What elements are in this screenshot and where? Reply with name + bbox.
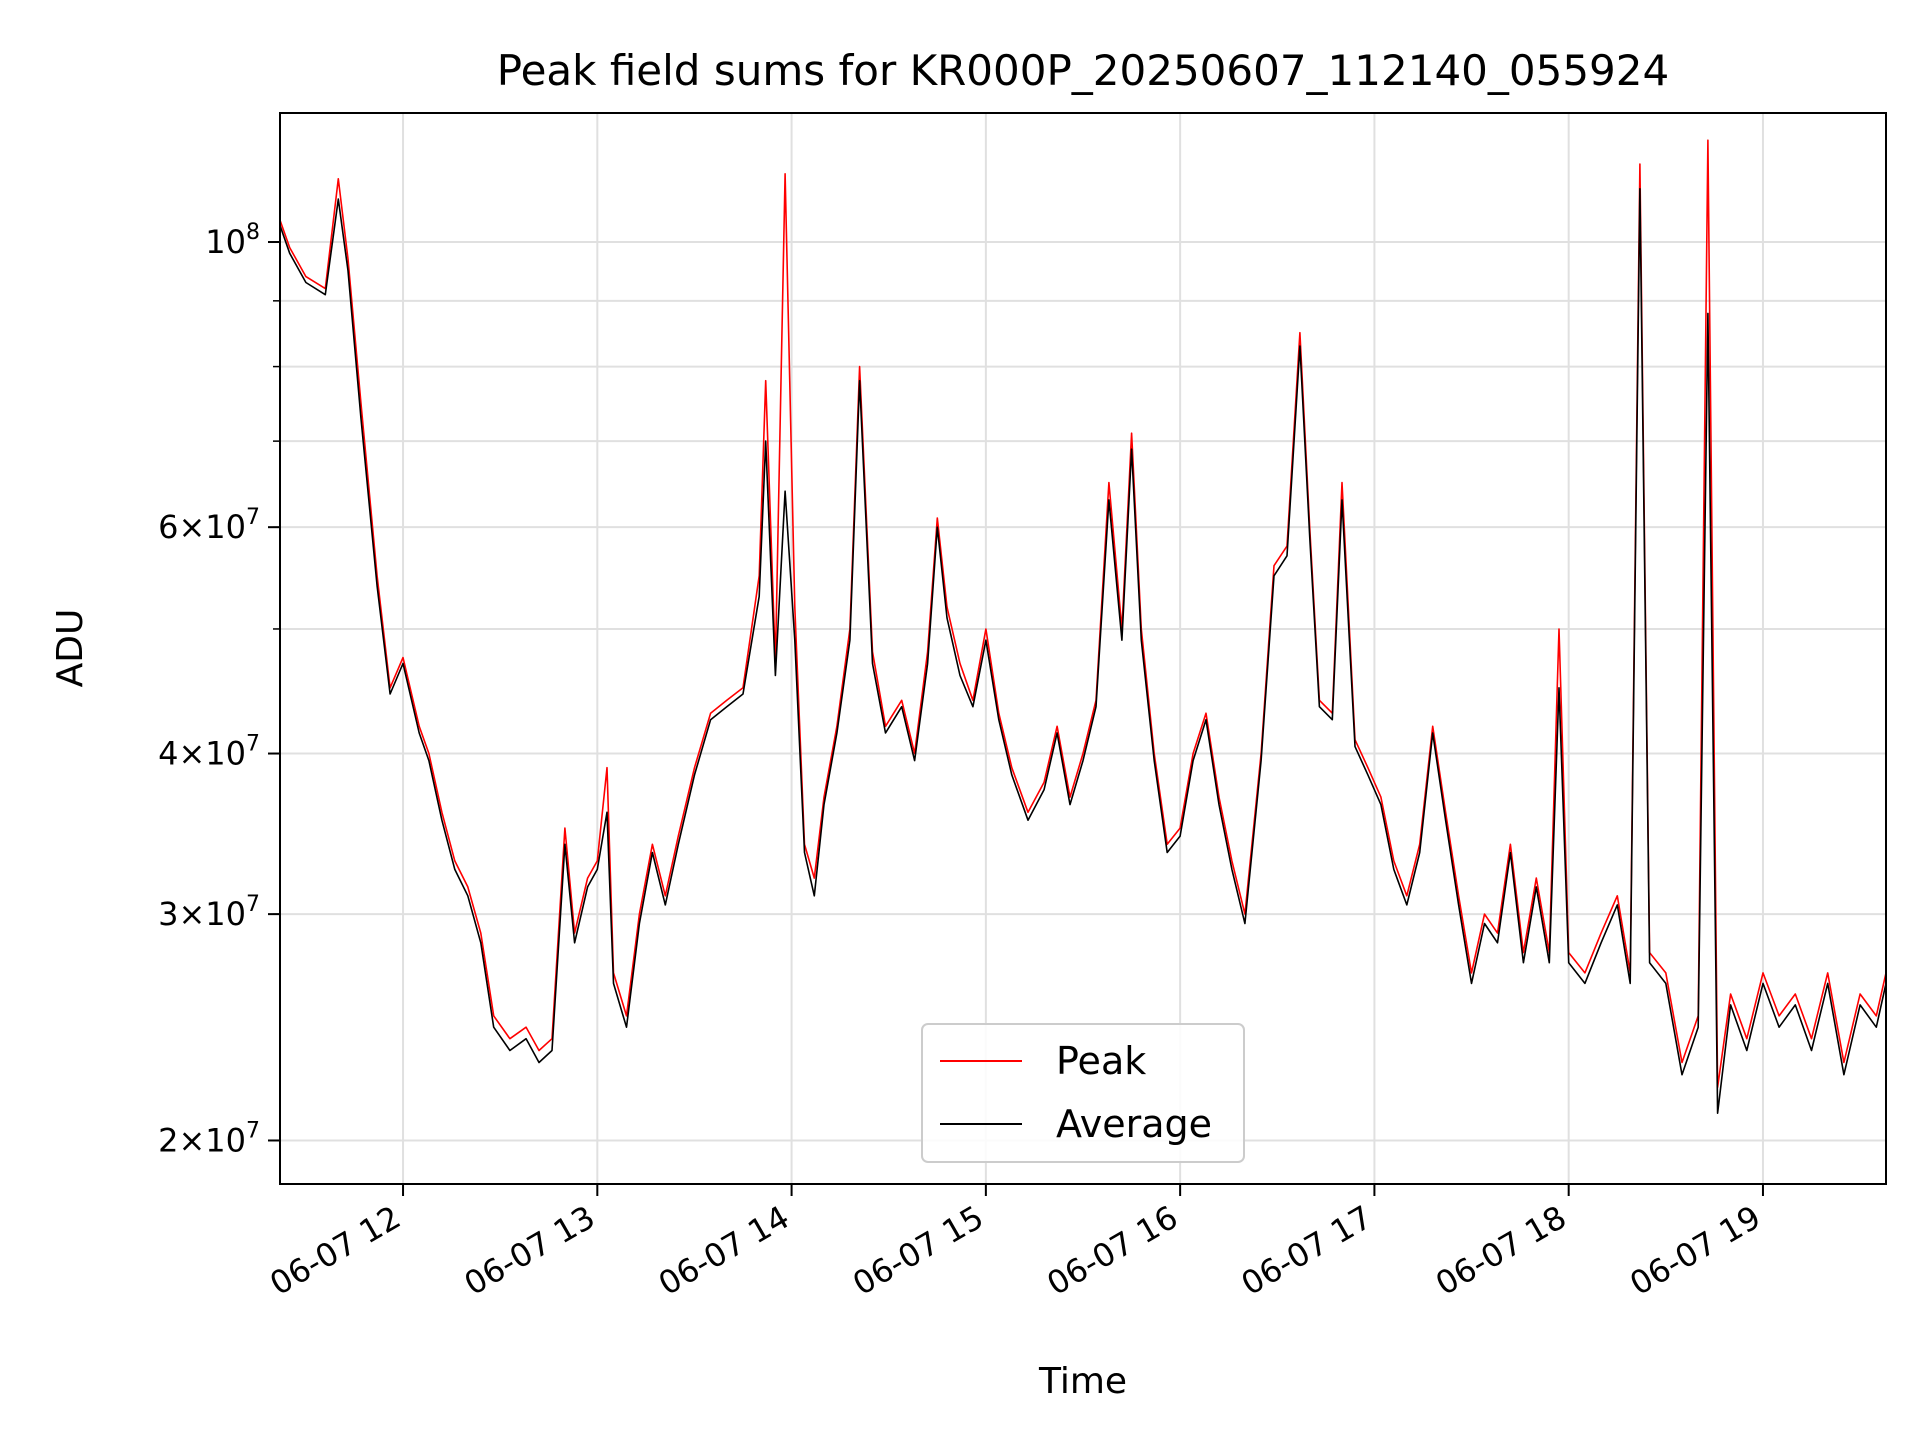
legend-label-peak: Peak [1056, 1039, 1146, 1083]
series-lines [279, 121, 1887, 1114]
grid [280, 113, 1886, 1184]
y-tick-label: 6×107 [158, 505, 260, 546]
series-line-average [279, 130, 1887, 1114]
x-tick-label: 06-07 13 [458, 1198, 602, 1303]
x-tick-label: 06-07 15 [846, 1198, 990, 1303]
legend-box [921, 1023, 1245, 1163]
y-tick-label: 2×107 [158, 1118, 260, 1159]
plot-frame [279, 112, 1887, 1185]
x-tick-label: 06-07 16 [1041, 1198, 1185, 1303]
chart-title: Peak field sums for KR000P_20250607_1121… [497, 46, 1669, 95]
x-tick-label: 06-07 14 [652, 1198, 796, 1303]
y-axis-label: ADU [50, 609, 91, 688]
y-tick-label: 108 [205, 220, 260, 261]
legend: Peak Average [921, 1023, 1245, 1163]
x-axis: 06-07 12 06-07 13 06-07 14 06-07 15 06-07 16… [263, 1184, 1767, 1303]
legend-label-average: Average [1056, 1102, 1212, 1146]
x-tick-label: 06-07 19 [1623, 1198, 1767, 1303]
y-tick-label: 3×107 [158, 892, 260, 933]
y-tick-label: 4×107 [158, 732, 260, 773]
x-axis-label: Time [1038, 1361, 1127, 1402]
x-tick-label: 06-07 12 [263, 1198, 407, 1303]
y-axis: 2×107 3×107 4×107 6×107 108 [158, 220, 280, 1159]
x-tick-label: 06-07 17 [1235, 1198, 1379, 1303]
x-tick-label: 06-07 18 [1429, 1198, 1573, 1303]
